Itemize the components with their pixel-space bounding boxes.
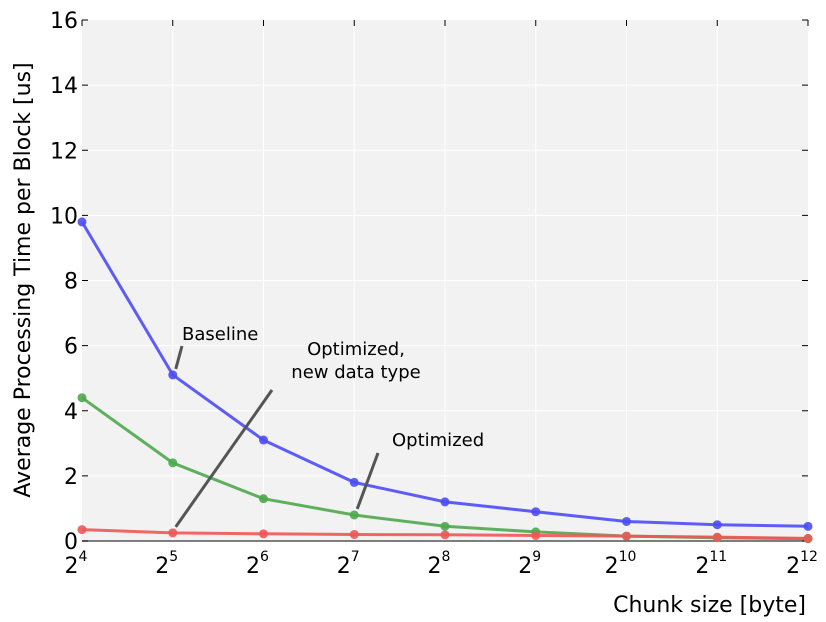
data-point-1-0 bbox=[77, 393, 87, 403]
annotation-label: Optimized, bbox=[307, 339, 405, 360]
data-point-0-8 bbox=[803, 521, 813, 531]
x-tick-label: 24 bbox=[65, 549, 88, 579]
y-tick-label: 14 bbox=[50, 74, 78, 99]
data-point-0-7 bbox=[712, 520, 722, 530]
data-point-2-1 bbox=[168, 528, 178, 538]
annotation-label: Baseline bbox=[182, 324, 258, 345]
data-point-0-3 bbox=[349, 477, 359, 487]
y-tick-label: 2 bbox=[64, 465, 78, 490]
x-tick-label: 25 bbox=[155, 549, 178, 579]
data-point-2-7 bbox=[712, 532, 722, 542]
y-tick-label: 6 bbox=[64, 335, 78, 360]
data-point-1-2 bbox=[259, 494, 268, 504]
data-point-0-1 bbox=[168, 370, 178, 380]
data-point-0-4 bbox=[440, 497, 450, 507]
y-tick-label: 16 bbox=[50, 9, 78, 34]
annotation-label: new data type bbox=[291, 362, 420, 383]
data-point-0-0 bbox=[77, 217, 87, 227]
gridlines bbox=[82, 20, 808, 541]
data-point-2-4 bbox=[440, 530, 450, 540]
annotation-label: Optimized bbox=[392, 430, 484, 451]
data-point-2-2 bbox=[259, 529, 268, 539]
x-tick-label: 210 bbox=[605, 549, 637, 579]
x-axis-label: Chunk size [byte] bbox=[613, 593, 806, 618]
data-point-1-4 bbox=[440, 521, 450, 531]
annotations: Baseline Optimized,new data type Optimized bbox=[174, 324, 484, 528]
x-tick-label: 28 bbox=[428, 549, 451, 579]
y-axis-label: Average Processing Time per Block [us] bbox=[11, 62, 36, 497]
data-point-2-6 bbox=[622, 531, 631, 541]
annotation-arrow bbox=[174, 389, 274, 528]
x-tick-label: 29 bbox=[518, 549, 541, 579]
x-tick-label: 212 bbox=[786, 549, 818, 579]
annotation-arrow bbox=[355, 452, 380, 510]
y-tick-label: 4 bbox=[64, 400, 78, 425]
y-tick-label: 12 bbox=[50, 139, 78, 164]
x-tick-label: 211 bbox=[695, 549, 727, 579]
y-tick-label: 0 bbox=[64, 530, 78, 555]
data-point-2-5 bbox=[531, 530, 541, 540]
x-tick-label: 27 bbox=[337, 549, 360, 579]
data-point-0-5 bbox=[531, 507, 541, 517]
annotation-arrow bbox=[174, 345, 184, 370]
y-tick-label: 10 bbox=[50, 204, 78, 229]
y-tick-label: 8 bbox=[64, 270, 78, 295]
x-tick-label: 26 bbox=[246, 549, 269, 579]
data-point-0-2 bbox=[259, 435, 268, 445]
data-point-2-0 bbox=[77, 525, 87, 535]
data-point-2-3 bbox=[349, 529, 359, 539]
data-points bbox=[77, 217, 813, 544]
data-point-0-6 bbox=[622, 516, 631, 526]
data-point-2-8 bbox=[803, 533, 813, 543]
data-point-1-3 bbox=[349, 510, 359, 520]
data-point-1-1 bbox=[168, 458, 178, 468]
